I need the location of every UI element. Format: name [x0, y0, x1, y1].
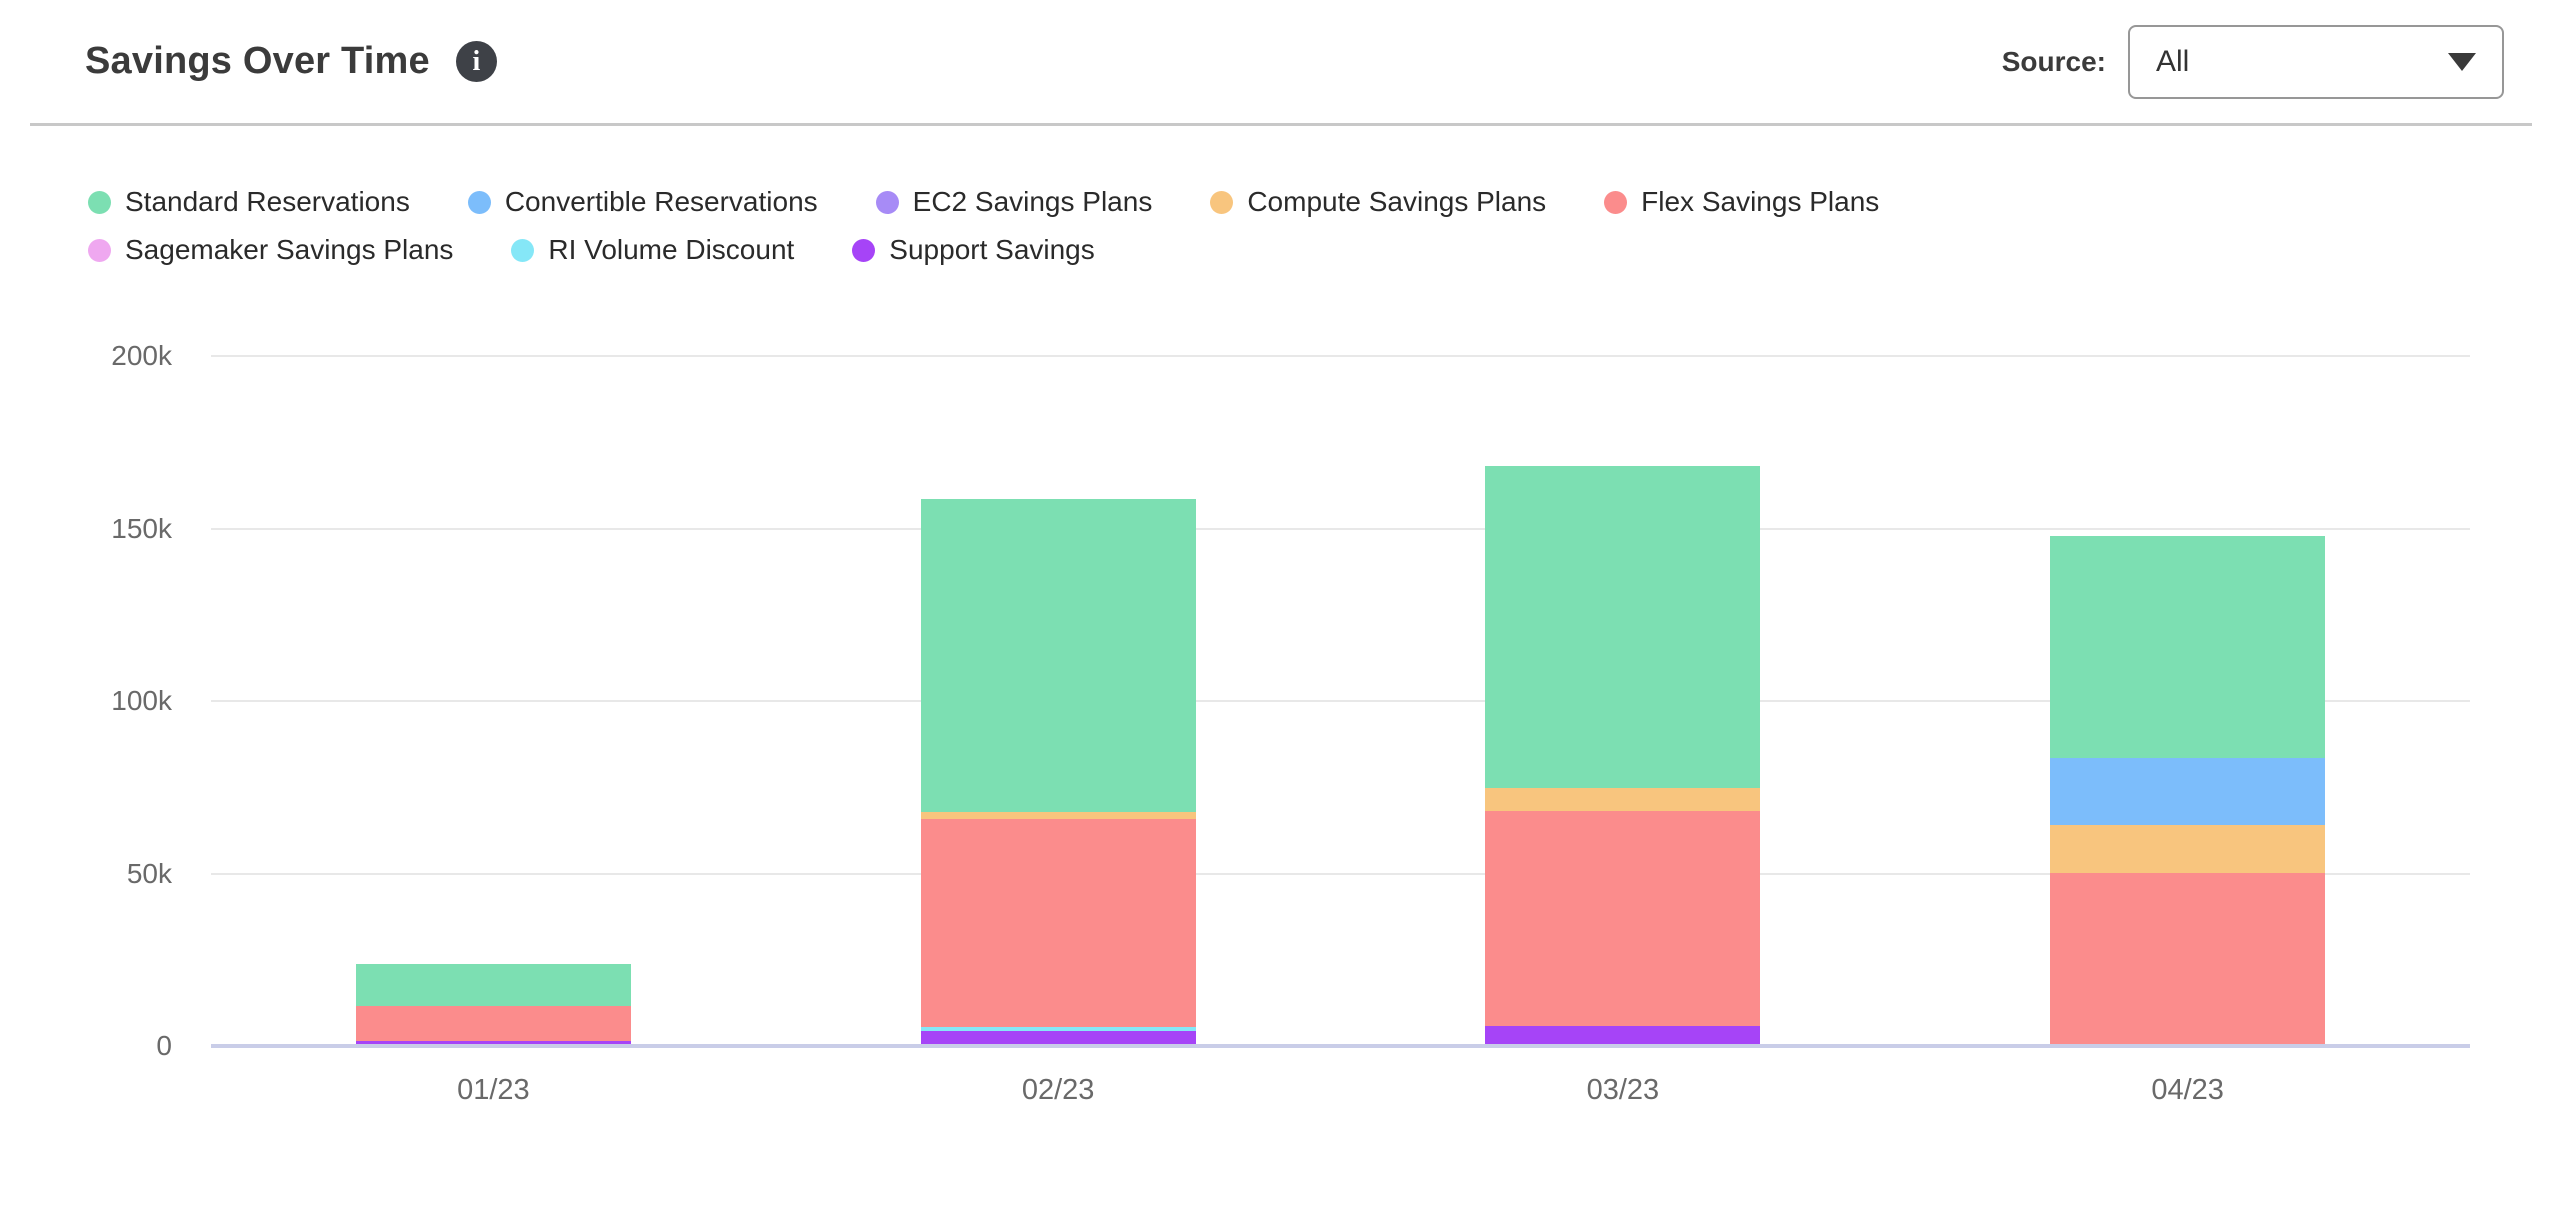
- chevron-down-icon: [2448, 52, 2476, 71]
- legend-item[interactable]: Convertible Reservations: [467, 186, 818, 218]
- legend-swatch-icon: [1604, 190, 1628, 214]
- bar-segment[interactable]: [920, 812, 1196, 820]
- source-label: Source:: [2001, 45, 2106, 77]
- bar-segment[interactable]: [920, 1030, 1196, 1044]
- bar-segment[interactable]: [2050, 536, 2326, 759]
- x-axis-tick-label: 02/23: [1021, 1074, 1095, 1106]
- y-axis-tick-label: 100k: [111, 685, 172, 716]
- legend-item[interactable]: Support Savings: [852, 234, 1095, 266]
- bar-segment[interactable]: [920, 819, 1196, 1027]
- source-select[interactable]: All: [2128, 24, 2504, 99]
- legend-swatch-icon: [467, 190, 491, 214]
- legend-item[interactable]: RI Volume Discount: [511, 234, 794, 266]
- legend-item-label: Sagemaker Savings Plans: [125, 234, 454, 265]
- y-axis-tick-label: 150k: [111, 512, 172, 544]
- legend-swatch-icon: [1210, 190, 1234, 214]
- bar-segment[interactable]: [2050, 872, 2326, 1044]
- legend-item-label: Convertible Reservations: [504, 186, 818, 217]
- gridline: [211, 527, 2470, 530]
- info-icon[interactable]: i: [455, 41, 497, 82]
- legend-swatch-icon: [511, 238, 535, 262]
- legend-item[interactable]: Sagemaker Savings Plans: [88, 234, 453, 266]
- legend-item-label: Support Savings: [889, 234, 1095, 265]
- x-axis-tick-label: 01/23: [457, 1074, 530, 1106]
- header-divider: [30, 123, 2532, 126]
- legend-item[interactable]: EC2 Savings Plans: [875, 186, 1153, 218]
- card-header: Savings Over Time i Source: All: [0, 0, 2562, 123]
- legend-item-label: Flex Savings Plans: [1641, 186, 1880, 217]
- gridline: [211, 872, 2470, 875]
- y-axis-tick-label: 200k: [111, 340, 172, 371]
- legend-swatch-icon: [88, 190, 111, 214]
- bar-segment[interactable]: [2050, 758, 2326, 825]
- y-axis-tick-label: 0: [156, 1030, 172, 1061]
- x-axis-tick-label: 04/23: [2151, 1074, 2224, 1106]
- legend-item[interactable]: Compute Savings Plans: [1210, 186, 1546, 218]
- source-selected-value: All: [2156, 44, 2190, 78]
- legend-item-label: Compute Savings Plans: [1247, 186, 1547, 217]
- bar-segment[interactable]: [920, 498, 1196, 813]
- x-axis-tick-label: 03/23: [1586, 1074, 1660, 1106]
- bar-segment[interactable]: [1485, 1026, 1761, 1044]
- legend-swatch-icon: [88, 238, 111, 262]
- bar-segment[interactable]: [1485, 466, 1761, 788]
- bar-segment[interactable]: [920, 1026, 1196, 1031]
- x-axis-line: [211, 1044, 2470, 1048]
- page-title: Savings Over Time: [85, 40, 430, 82]
- bar-segment[interactable]: [1485, 811, 1761, 1027]
- legend-swatch-icon: [852, 238, 876, 262]
- bar-segment[interactable]: [355, 1040, 631, 1044]
- legend-item-label: RI Volume Discount: [548, 234, 795, 265]
- y-axis-tick-label: 50k: [126, 857, 172, 889]
- gridline: [211, 700, 2470, 702]
- bar-segment[interactable]: [1485, 788, 1761, 812]
- legend-item[interactable]: Flex Savings Plans: [1604, 186, 1879, 218]
- legend-item[interactable]: Standard Reservations: [88, 186, 410, 218]
- bar-segment[interactable]: [2050, 824, 2326, 873]
- legend-item-label: EC2 Savings Plans: [912, 186, 1153, 217]
- chart-legend: Standard Reservations Convertible Reserva…: [88, 186, 2078, 282]
- legend-item-label: Standard Reservations: [125, 186, 410, 217]
- legend-swatch-icon: [875, 190, 899, 214]
- gridline: [211, 355, 2470, 357]
- bar-segment[interactable]: [355, 963, 631, 1007]
- bar-segment[interactable]: [355, 1006, 631, 1041]
